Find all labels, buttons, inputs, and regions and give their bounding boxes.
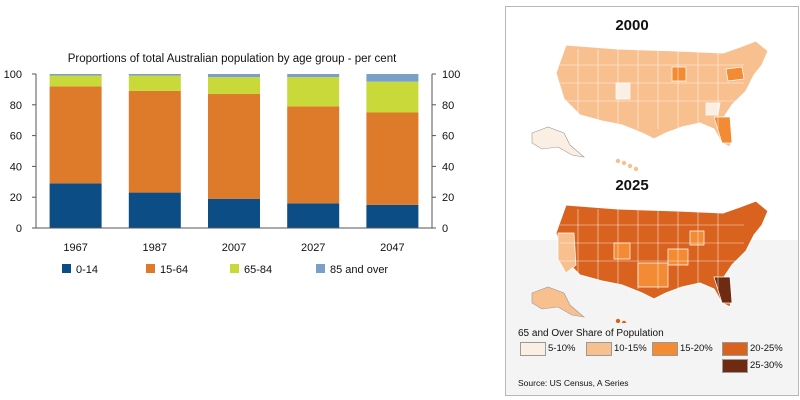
legend-label-10-15: 10-15% — [614, 343, 647, 354]
map-year-2025: 2025 — [615, 177, 649, 194]
hawaii-island — [615, 158, 621, 164]
hawaii-island — [621, 320, 627, 323]
alaska-shape — [531, 126, 586, 158]
left-tick-label: 0 — [16, 223, 22, 235]
right-tick-label: 60 — [442, 131, 454, 143]
legend-label: 0-14 — [76, 264, 98, 276]
bar-2007-85-and-over — [208, 74, 260, 78]
left-y-axis: 0 20 40 60 80 100 — [4, 69, 37, 235]
bar-2047-85-and-over — [366, 74, 419, 82]
right-tick-label: 80 — [442, 100, 454, 112]
legend-swatch-20-25 — [722, 342, 748, 356]
bar-1967-0-14 — [49, 183, 102, 228]
hawaii-island — [615, 318, 621, 323]
bar-2047-0-14 — [366, 204, 419, 228]
right-tick-label: 100 — [442, 69, 460, 81]
bar-2027-85-and-over — [287, 74, 340, 78]
us-mainland-shape — [555, 40, 769, 148]
bar-2007-15-64 — [208, 94, 260, 199]
us-mainland-shape — [555, 200, 769, 308]
state-shape — [613, 242, 631, 260]
bars — [49, 74, 419, 228]
bar-2007-0-14 — [208, 198, 260, 228]
hawaii-island — [627, 163, 633, 169]
map-source: Source: US Census, A Series — [518, 378, 629, 388]
right-y-axis: 0 20 40 60 80 100 — [431, 69, 460, 235]
left-tick-label: 20 — [10, 192, 22, 204]
bar-2047-65-84 — [366, 81, 419, 113]
legend-swatch — [146, 264, 155, 273]
left-tick-label: 60 — [10, 131, 22, 143]
state-shape — [725, 66, 745, 82]
bar-1987-0-14 — [128, 192, 181, 228]
x-tick-label: 1967 — [63, 242, 87, 254]
bar-2027-65-84 — [287, 77, 340, 107]
x-tick-label: 2047 — [380, 242, 404, 254]
legend-swatch-10-15 — [586, 342, 612, 356]
bar-2007-65-84 — [208, 77, 260, 95]
bar-1987-15-64 — [128, 90, 181, 193]
legend-label-5-10: 5-10% — [548, 343, 576, 354]
right-tick-label: 0 — [442, 223, 448, 235]
alaska-shape — [531, 286, 586, 318]
state-shape — [557, 232, 577, 274]
chart-title: Proportions of total Australian populati… — [68, 53, 397, 65]
state-shape — [671, 66, 687, 82]
bar-1967-15-64 — [49, 86, 102, 184]
chart-legend: 0-14 15-64 65-84 85 and over — [62, 264, 388, 276]
left-tick-label: 100 — [4, 69, 22, 81]
legend-label: 15-64 — [160, 264, 188, 276]
legend-swatch — [316, 264, 325, 273]
bar-2027-0-14 — [287, 203, 340, 228]
bar-1987-65-84 — [128, 75, 181, 91]
legend-label: 85 and over — [330, 264, 388, 276]
state-shape — [713, 276, 733, 304]
bar-2027-15-64 — [287, 106, 340, 204]
us-map-2025 — [531, 200, 769, 323]
us-map-2000 — [531, 40, 769, 172]
us-maps-panel: 2000 2025 65 and Over Share of Populatio… — [505, 6, 799, 396]
x-tick-label: 2007 — [222, 242, 246, 254]
x-axis: 1967 1987 2007 2027 2047 — [36, 227, 432, 254]
left-tick-label: 40 — [10, 161, 22, 173]
legend-label-20-25: 20-25% — [750, 343, 783, 354]
legend-swatch-15-20 — [652, 342, 678, 356]
right-tick-label: 40 — [442, 161, 454, 173]
stacked-bar-chart: Proportions of total Australian populati… — [4, 53, 461, 276]
state-shape — [637, 262, 669, 288]
bar-1967-85-and-over — [49, 74, 102, 76]
legend-label-15-20: 15-20% — [680, 343, 713, 354]
x-tick-label: 2027 — [301, 242, 325, 254]
legend-label-25-30: 25-30% — [750, 360, 783, 371]
legend-swatch-25-30 — [722, 359, 748, 373]
map-year-2000: 2000 — [615, 17, 649, 34]
state-shape — [713, 116, 733, 144]
bar-1967-65-84 — [49, 75, 102, 87]
right-tick-label: 20 — [442, 192, 454, 204]
legend-swatch — [230, 264, 239, 273]
hawaii-island — [633, 166, 639, 172]
legend-swatch — [62, 264, 71, 273]
map-legend-title: 65 and Over Share of Population — [518, 328, 664, 339]
left-tick-label: 80 — [10, 100, 22, 112]
bar-2047-15-64 — [366, 112, 419, 205]
x-tick-label: 1987 — [143, 242, 167, 254]
legend-label: 65-84 — [244, 264, 272, 276]
legend-swatch-5-10 — [520, 342, 546, 356]
state-shape — [689, 230, 705, 246]
bar-1987-85-and-over — [128, 74, 181, 76]
hawaii-island — [621, 160, 627, 166]
